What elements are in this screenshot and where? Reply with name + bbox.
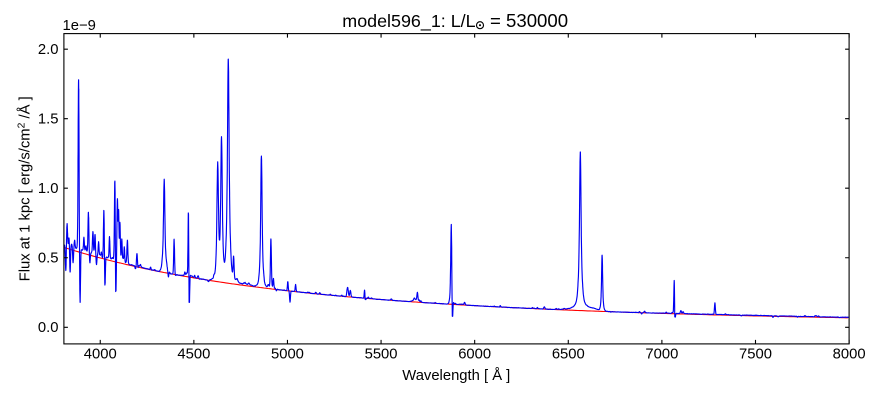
svg-text:= 530000: = 530000 (490, 10, 568, 31)
svg-text:8000: 8000 (833, 346, 866, 362)
svg-text:7000: 7000 (645, 346, 678, 362)
svg-text:7500: 7500 (739, 346, 772, 362)
svg-text:0.5: 0.5 (38, 251, 59, 267)
svg-text:4000: 4000 (84, 346, 117, 362)
svg-text:0.0: 0.0 (38, 320, 59, 336)
svg-text:6500: 6500 (552, 346, 585, 362)
svg-text:Wavelength [ Å ]: Wavelength [ Å ] (402, 367, 510, 384)
svg-text:2.0: 2.0 (38, 42, 59, 58)
svg-text:1.5: 1.5 (38, 112, 59, 128)
svg-text:6000: 6000 (458, 346, 491, 362)
svg-text:Flux at 1 kpc [ erg/s/cm2 /Å ]: Flux at 1 kpc [ erg/s/cm2 /Å ] (17, 96, 34, 281)
svg-text:5500: 5500 (365, 346, 398, 362)
svg-text:1e−9: 1e−9 (63, 18, 96, 34)
svg-text:5000: 5000 (271, 346, 304, 362)
svg-text:1.0: 1.0 (38, 181, 59, 197)
svg-text:4500: 4500 (177, 346, 210, 362)
svg-text:model596_1: L/L: model596_1: L/L (342, 11, 475, 32)
